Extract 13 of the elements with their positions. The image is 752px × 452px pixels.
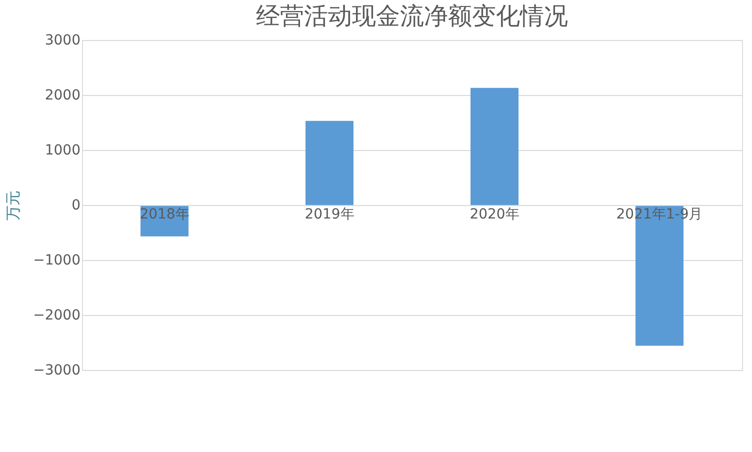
bar (470, 88, 518, 205)
x-tick-label: 2019年 (304, 206, 354, 222)
y-axis-title: 万元 (4, 190, 22, 220)
chart-title: 经营活动现金流净额变化情况 (256, 2, 568, 30)
bar (306, 120, 354, 205)
y-tick-label: 1000 (44, 142, 80, 158)
y-tick-label: −3000 (33, 362, 80, 378)
y-tick-label: −1000 (33, 252, 80, 268)
y-tick-label: −2000 (33, 308, 80, 324)
x-tick-label: 2020年 (470, 206, 520, 222)
y-tick-label: 0 (72, 198, 80, 214)
y-tick-label: 3000 (44, 32, 80, 48)
y-tick-label: 2000 (44, 88, 80, 104)
